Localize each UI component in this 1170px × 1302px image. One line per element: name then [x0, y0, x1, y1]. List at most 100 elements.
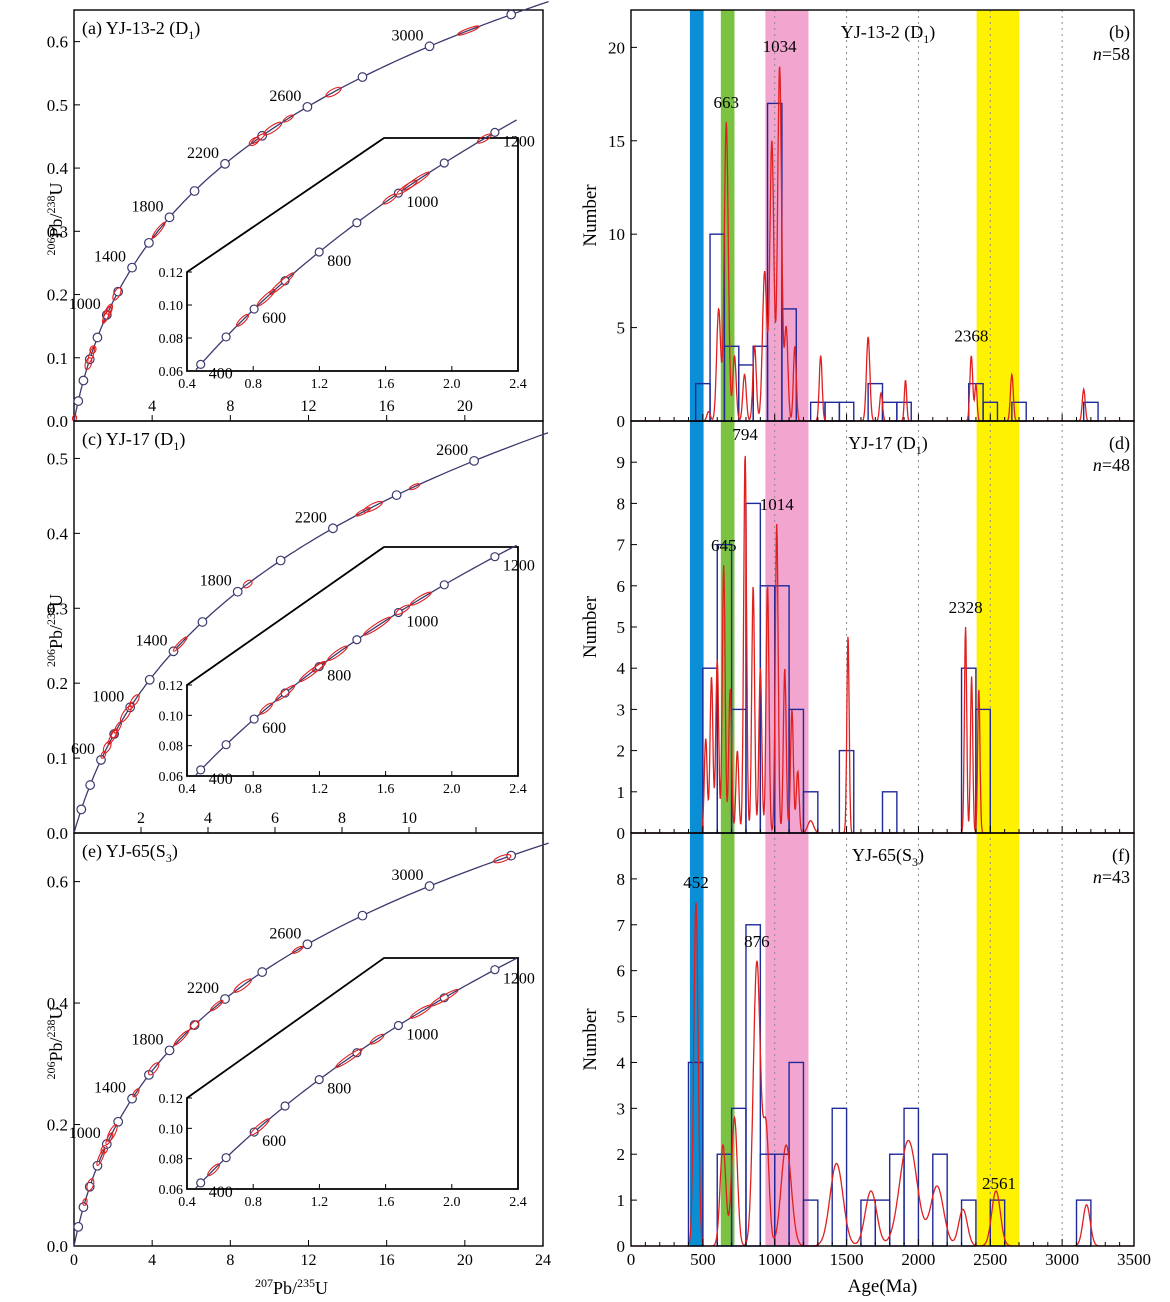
- y-tick-label: 0.6: [47, 33, 68, 52]
- analysis-ellipse: [493, 854, 512, 864]
- age-marker: [197, 617, 208, 627]
- inset-panel-a: 0.4 0.8 1.2 1.6 2.0 2.4 0.06 0.08 0.10 0.12 400 600…: [159, 119, 535, 392]
- age-marker: [73, 1221, 84, 1232]
- inset-age-label: 600: [262, 1133, 286, 1150]
- inset-frame: [186, 957, 519, 1190]
- peak-age-label: 2328: [949, 598, 983, 617]
- inset-age-label: 400: [209, 771, 233, 788]
- panel-label: (e) YJ-65(S3): [82, 841, 178, 865]
- age-marker: [113, 1116, 124, 1127]
- inset-y-tick-label: 0.10: [159, 1122, 184, 1137]
- inset-x-tick-label: 1.6: [377, 1195, 395, 1210]
- x-tick-label: 4: [148, 398, 156, 415]
- analysis-ellipse: [148, 1062, 160, 1076]
- inset-x-tick-label: 0.8: [244, 377, 262, 392]
- inset-x-tick-label: 1.2: [311, 782, 329, 797]
- sample-label: YJ-13-2 (D1): [841, 22, 936, 46]
- inset-age-marker: [196, 765, 206, 775]
- histogram-bar: [932, 1153, 948, 1247]
- probability-density-curve: [631, 902, 1134, 1247]
- inset-analysis-ellipse: [382, 193, 398, 205]
- x-tick-label: 3500: [1117, 1250, 1151, 1269]
- age-marker: [92, 332, 103, 343]
- age-band: [976, 10, 1020, 1246]
- y-tick-label: 6: [617, 962, 626, 981]
- inset-age-marker: [439, 580, 449, 590]
- inset-y-tick-label: 0.06: [159, 770, 184, 785]
- inset-y-tick-label: 0.08: [159, 332, 184, 347]
- age-label: 2200: [187, 145, 219, 162]
- inset-x-tick-label: 2.0: [443, 377, 461, 392]
- analysis-ellipse: [151, 221, 166, 239]
- y-axis-title: Number: [580, 595, 601, 658]
- x-tick-label: 0: [70, 1252, 78, 1269]
- analysis-ellipse: [105, 305, 112, 315]
- analysis-ellipse: [457, 25, 480, 36]
- inset-age-marker: [221, 1153, 231, 1163]
- analysis-ellipse: [362, 500, 383, 513]
- x-tick-label: 8: [226, 398, 234, 415]
- inset-age-marker: [249, 714, 259, 724]
- inset-age-marker: [393, 1020, 404, 1031]
- analysis-ellipse: [291, 945, 304, 954]
- y-tick-label: 4: [617, 1053, 626, 1072]
- age-label: 1400: [94, 249, 126, 266]
- y-tick-label: 2: [617, 1145, 626, 1164]
- age-label: 1800: [131, 1031, 163, 1048]
- y-tick-label: 0.2: [47, 674, 68, 693]
- inset-age-marker: [196, 1178, 206, 1188]
- age-label: 1400: [135, 632, 167, 649]
- inset-analysis-ellipse: [335, 1048, 363, 1069]
- analysis-ellipse: [173, 1029, 190, 1046]
- inset-analysis-ellipse: [207, 1163, 221, 1177]
- inset-age-label: 1200: [503, 971, 535, 988]
- peak-age-label: 452: [683, 873, 709, 892]
- x-tick-label: 2: [137, 810, 145, 827]
- x-axis-title: 207Pb/235U: [255, 1276, 328, 1298]
- age-marker: [328, 523, 338, 534]
- age-marker: [144, 237, 154, 248]
- histogram-panel-d: 0 1 2 3 4 5 6 7 8 9 Number YJ-17 (D1) (d)n=48 645 794 1…: [580, 420, 1135, 843]
- y-tick-label: 0: [617, 824, 626, 843]
- panel-label: (b): [1109, 22, 1130, 43]
- analysis-ellipse: [106, 1124, 118, 1142]
- age-marker: [189, 1020, 200, 1030]
- y-tick-label: 8: [617, 494, 626, 513]
- inset-age-marker: [490, 127, 500, 138]
- age-label: 2200: [295, 509, 327, 526]
- analysis-ellipse: [86, 1178, 95, 1192]
- analysis-ellipse: [248, 136, 260, 147]
- probability-density-curve: [631, 455, 1134, 834]
- sample-label: YJ-65(S3): [852, 845, 924, 869]
- age-label: 3000: [392, 867, 424, 884]
- inset-age-label: 1000: [406, 1026, 438, 1043]
- inset-analysis-ellipse: [312, 660, 327, 673]
- analysis-ellipse: [189, 1020, 200, 1030]
- y-tick-label: 0.2: [47, 286, 68, 305]
- x-tick-label: 3000: [1045, 1250, 1079, 1269]
- inset-age-marker: [196, 359, 206, 369]
- age-marker: [220, 994, 230, 1004]
- inset-age-label: 600: [262, 720, 286, 737]
- y-tick-label: 0.0: [47, 412, 68, 431]
- age-label: 2200: [187, 980, 219, 997]
- histogram-bar: [960, 1199, 977, 1247]
- age-marker: [275, 555, 286, 566]
- x-tick-label: 1000: [758, 1250, 792, 1269]
- age-marker: [232, 586, 243, 597]
- analysis-ellipse: [96, 1148, 106, 1166]
- plot-frame: [630, 420, 1135, 834]
- analysis-ellipse: [242, 579, 253, 589]
- analysis-ellipse: [82, 1197, 88, 1206]
- age-marker: [357, 72, 368, 82]
- age-marker: [127, 262, 137, 273]
- y-axis-title: 206Pb/238U: [44, 594, 66, 667]
- inset-age-marker: [249, 304, 259, 314]
- inset-age-label: 1000: [406, 194, 438, 211]
- x-tick-label: 20: [457, 1252, 473, 1269]
- y-tick-label: 5: [617, 618, 626, 637]
- n-label: n=58: [1093, 44, 1130, 64]
- inset-age-marker: [490, 965, 500, 975]
